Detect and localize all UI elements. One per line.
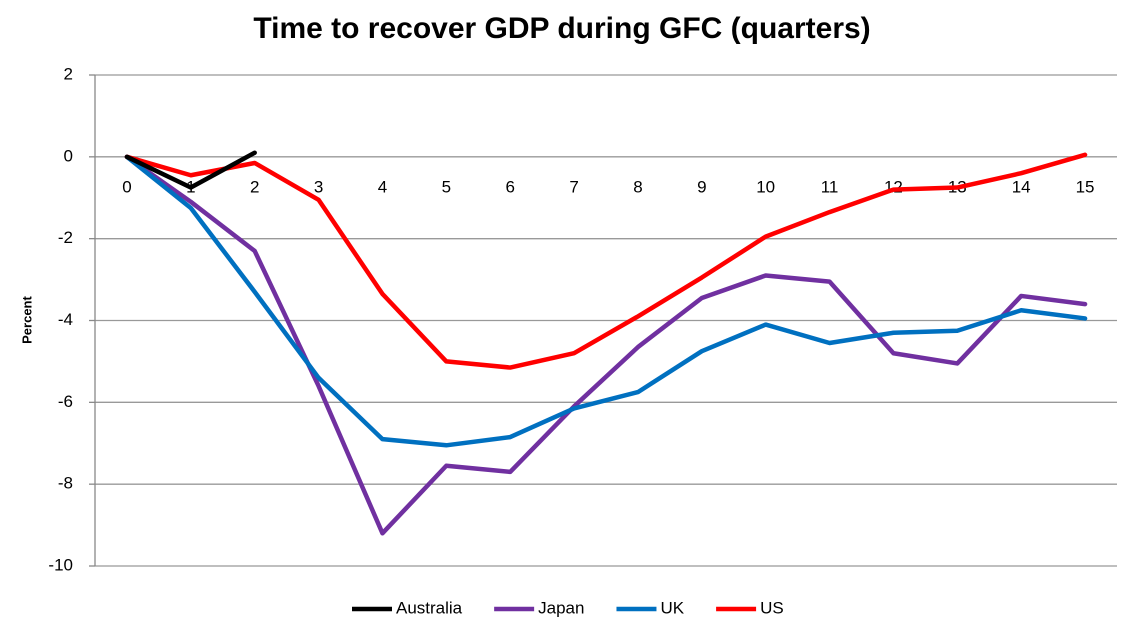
x-tick-label: 5 <box>442 177 451 196</box>
x-tick-label: 0 <box>122 177 131 196</box>
x-tick-label: 11 <box>821 177 839 196</box>
series-line <box>124 154 1088 448</box>
x-tick-label: 7 <box>569 177 578 196</box>
legend-label: US <box>760 598 784 617</box>
series-line <box>124 154 1088 536</box>
chart-title: Time to recover GDP during GFC (quarters… <box>253 12 870 45</box>
series-line <box>124 152 1088 370</box>
x-tick-label: 8 <box>633 177 642 196</box>
x-tick-label: 10 <box>756 177 775 196</box>
x-tick-label: 14 <box>1012 177 1031 196</box>
y-tick-label: -6 <box>58 392 73 411</box>
legend-label: Japan <box>538 598 584 617</box>
legend-label: UK <box>660 598 684 617</box>
y-tick-label: -10 <box>48 555 73 574</box>
x-tick-label: 9 <box>697 177 706 196</box>
y-tick-label: 0 <box>64 146 73 165</box>
y-tick-label: -2 <box>58 228 73 247</box>
x-tick-label: 4 <box>378 177 387 196</box>
series-line <box>124 150 257 190</box>
y-tick-label: -4 <box>58 310 73 329</box>
y-axis-label: Percent <box>19 295 34 343</box>
x-tick-label: 3 <box>314 177 323 196</box>
x-tick-label: 6 <box>505 177 514 196</box>
legend-label: Australia <box>396 598 463 617</box>
x-tick-label: 15 <box>1076 177 1095 196</box>
x-tick-label: 2 <box>250 177 259 196</box>
y-tick-label: 2 <box>64 64 73 83</box>
y-tick-label: -8 <box>58 474 73 493</box>
